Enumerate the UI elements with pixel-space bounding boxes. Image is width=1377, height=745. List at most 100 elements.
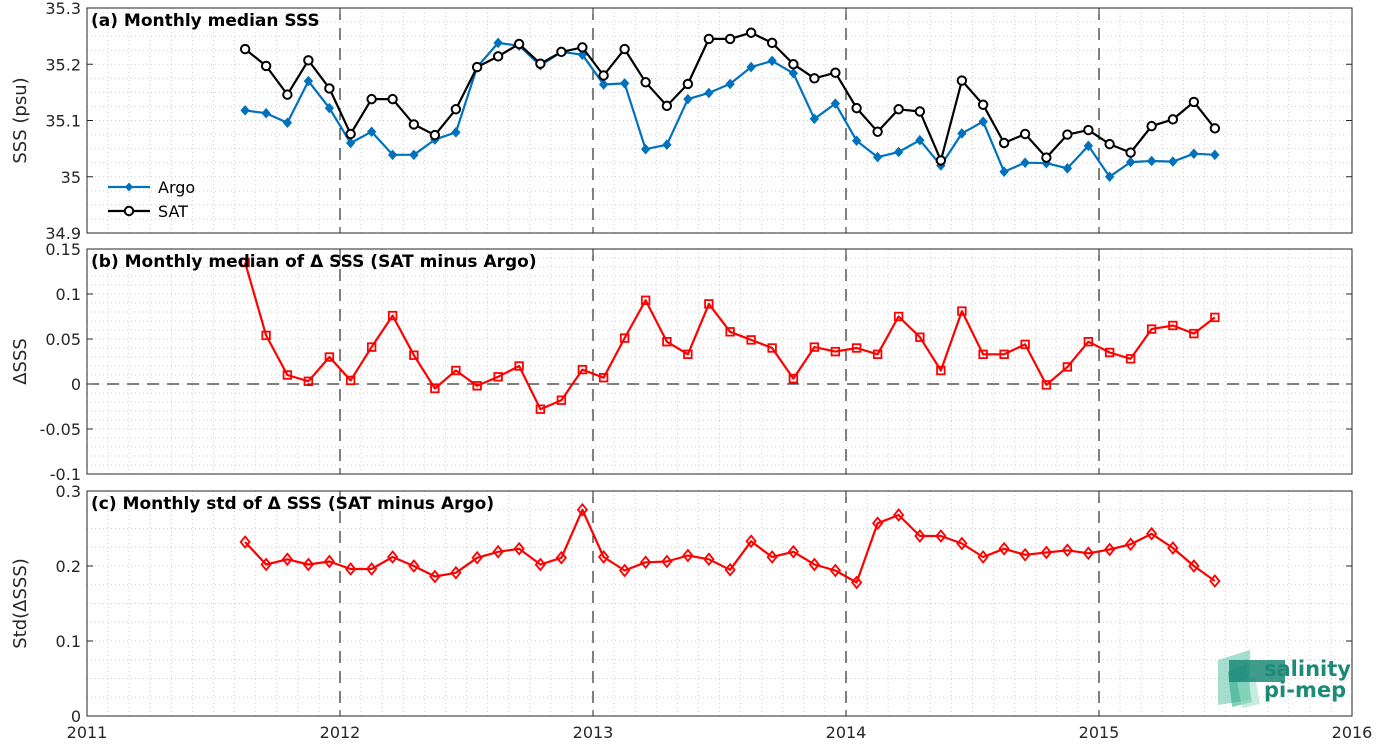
data-point xyxy=(893,146,904,158)
data-point xyxy=(513,541,525,556)
data-point xyxy=(1103,542,1116,557)
data-point xyxy=(471,550,483,565)
data-point xyxy=(450,104,462,115)
y-tick-label: 0.15 xyxy=(45,240,81,259)
data-point xyxy=(957,306,967,316)
data-point xyxy=(640,295,651,305)
data-point xyxy=(408,559,420,573)
data-point xyxy=(429,569,441,584)
data-point xyxy=(745,534,757,549)
data-point xyxy=(430,383,440,394)
y-tick-label: 0.2 xyxy=(56,557,81,576)
data-point xyxy=(682,78,694,90)
data-point xyxy=(788,59,799,70)
logo-line1: salinity xyxy=(1264,657,1351,681)
data-point xyxy=(935,529,947,543)
data-point xyxy=(409,350,419,360)
y-tick-label: 0 xyxy=(71,707,81,726)
data-point xyxy=(345,137,356,149)
legend-marker xyxy=(125,182,133,192)
data-point xyxy=(1104,171,1115,183)
x-tick-label: 2016 xyxy=(1332,723,1373,742)
data-point xyxy=(746,61,756,73)
data-point xyxy=(1020,157,1030,168)
data-point xyxy=(1020,339,1030,350)
data-point xyxy=(766,37,778,49)
data-point xyxy=(1083,336,1094,347)
y-tick-label: 35.2 xyxy=(45,55,81,74)
data-point xyxy=(408,119,420,130)
data-point xyxy=(704,87,714,99)
data-point xyxy=(1188,96,1200,108)
data-point xyxy=(387,310,398,321)
data-point xyxy=(766,550,778,564)
data-point xyxy=(808,557,821,572)
data-point xyxy=(513,38,525,50)
data-point xyxy=(387,93,398,105)
y-axis-label: SSS (psu) xyxy=(10,77,31,163)
data-point xyxy=(1040,545,1053,560)
data-point xyxy=(324,352,335,362)
data-point xyxy=(703,552,715,567)
data-point xyxy=(746,335,756,345)
data-point xyxy=(809,342,820,352)
data-point xyxy=(344,562,357,576)
data-point xyxy=(851,135,862,147)
data-point xyxy=(892,508,905,522)
data-point xyxy=(1061,543,1074,558)
data-point xyxy=(387,149,398,161)
data-point xyxy=(978,349,988,359)
data-point xyxy=(1125,156,1136,168)
data-point xyxy=(1104,138,1115,150)
data-point xyxy=(576,502,589,517)
data-point xyxy=(240,105,250,116)
data-point xyxy=(872,151,883,163)
data-point xyxy=(809,73,820,84)
data-point xyxy=(261,330,271,341)
data-point xyxy=(577,49,588,60)
data-point xyxy=(323,554,336,569)
data-point xyxy=(893,104,904,115)
data-point xyxy=(788,373,799,384)
data-point xyxy=(1125,147,1136,158)
data-point xyxy=(345,128,356,140)
data-point xyxy=(282,370,293,380)
series-line-delta xyxy=(244,262,1216,411)
panel-2: -0.1 -0.05 0 0.05 0.1 0.15 ΔSSS (b) Monthly med… xyxy=(10,240,1353,484)
data-point xyxy=(261,107,271,119)
data-point xyxy=(1083,124,1094,136)
data-point xyxy=(1146,155,1157,167)
data-point xyxy=(556,46,567,58)
data-point xyxy=(260,557,272,572)
data-point xyxy=(915,134,925,146)
data-point xyxy=(871,516,884,531)
data-point xyxy=(1083,140,1094,152)
data-point xyxy=(619,43,630,55)
data-point xyxy=(535,58,546,69)
data-point xyxy=(366,342,377,352)
data-point xyxy=(1104,347,1115,358)
data-point xyxy=(345,375,356,386)
data-point xyxy=(872,349,883,359)
data-point xyxy=(619,333,630,343)
data-point xyxy=(977,550,989,564)
data-point xyxy=(534,557,547,572)
data-point xyxy=(640,77,651,88)
data-point xyxy=(978,116,988,127)
data-point xyxy=(1041,152,1052,163)
data-point xyxy=(282,89,293,100)
x-tick-label: 2013 xyxy=(573,723,614,742)
data-point xyxy=(872,126,883,137)
data-point xyxy=(471,61,483,73)
legend-marker xyxy=(123,205,135,217)
data-point xyxy=(661,554,673,569)
data-point xyxy=(493,372,503,382)
data-point xyxy=(282,117,293,129)
data-point xyxy=(1124,537,1137,552)
data-point xyxy=(451,365,461,376)
data-point xyxy=(556,395,567,405)
x-tick-label: 2014 xyxy=(826,723,867,742)
data-point xyxy=(1189,148,1199,159)
data-point xyxy=(577,364,588,375)
data-point xyxy=(809,113,820,125)
